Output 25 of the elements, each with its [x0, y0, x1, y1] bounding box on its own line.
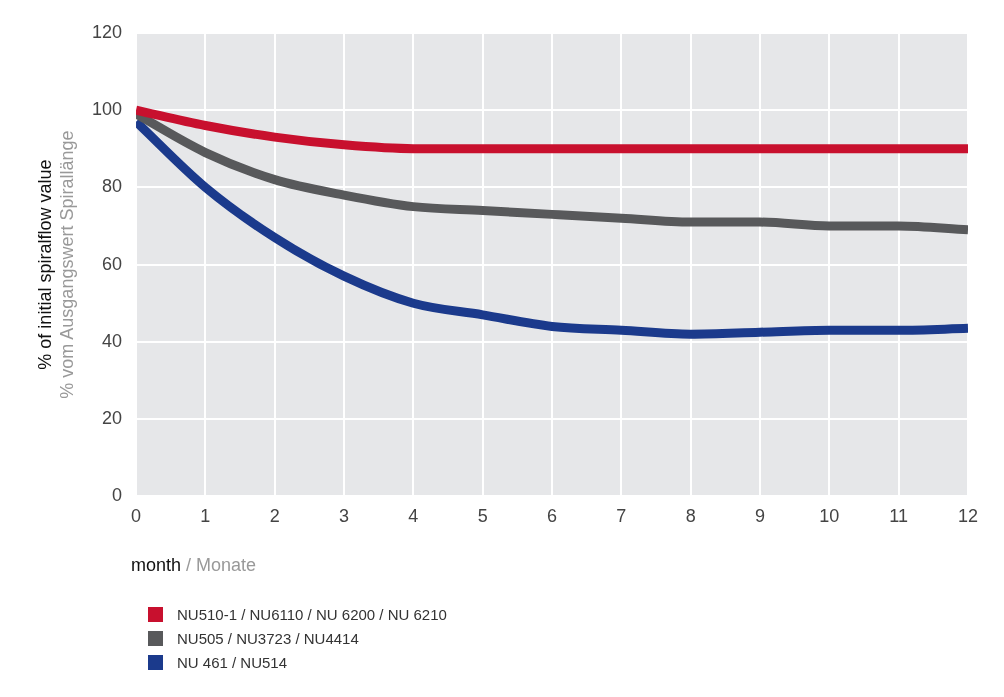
x-tick-label: 4	[408, 506, 419, 527]
x-tick-label: 11	[889, 506, 908, 527]
x-tick-label: 3	[339, 506, 350, 527]
x-tick-label: 10	[819, 506, 840, 527]
y-tick-label: 100	[91, 99, 123, 120]
x-tick-label: 2	[269, 506, 280, 527]
legend-label: NU505 / NU3723 / NU4414	[177, 629, 359, 647]
legend-label: NU 461 / NU514	[177, 653, 288, 671]
x-tick-label: 1	[200, 506, 211, 527]
x-tick-label: 12	[957, 506, 978, 527]
y-tick-label: 120	[91, 21, 123, 42]
x-tick-label: 8	[685, 506, 696, 527]
x-tick-label: 0	[131, 506, 142, 527]
y-tick-label: 60	[102, 253, 123, 274]
x-axis-title: month / Monate	[131, 555, 257, 576]
x-tick-label: 5	[477, 506, 488, 527]
y-tick-label: 80	[102, 176, 123, 197]
y-tick-label: 20	[102, 408, 123, 429]
x-tick-label: 7	[616, 506, 627, 527]
legend-label: NU510-1 / NU6110 / NU 6200 / NU 6210	[177, 605, 447, 623]
y-tick-label: 40	[102, 330, 123, 351]
y-tick-label: 0	[112, 485, 123, 506]
x-tick-label: 6	[547, 506, 558, 527]
y-axis-title: % of initial spiralflow value % vom Ausgangswert Spirallänge	[35, 130, 77, 399]
x-tick-label: 9	[754, 506, 766, 527]
